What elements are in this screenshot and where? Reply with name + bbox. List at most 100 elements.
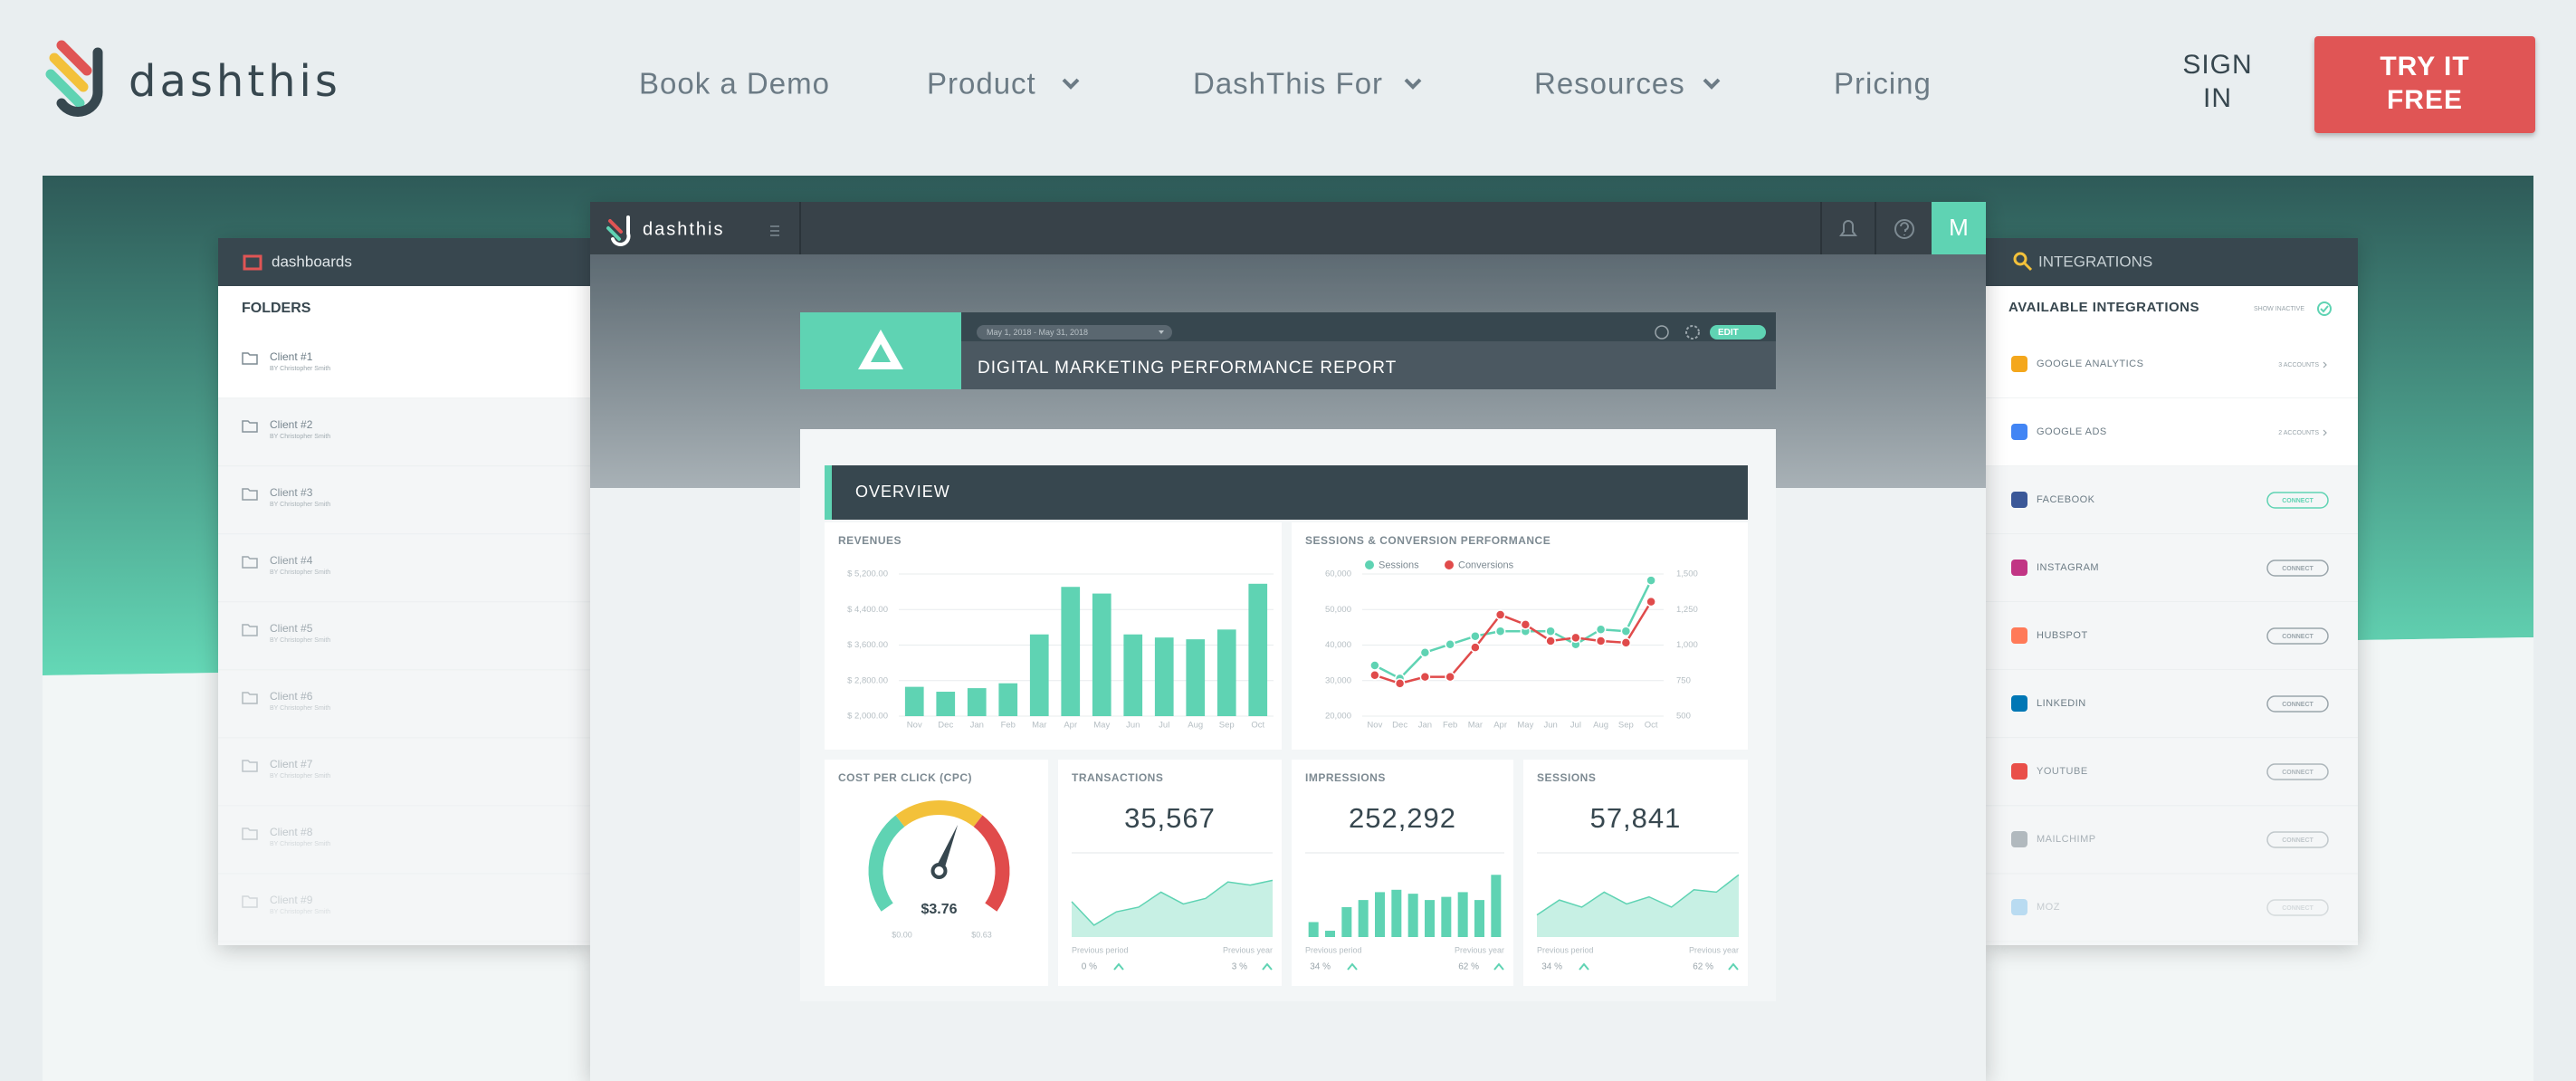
section-accent xyxy=(825,465,832,520)
connect-pill[interactable] xyxy=(2266,560,2329,577)
row-bg xyxy=(1986,670,2358,738)
report-logo-block xyxy=(800,312,961,389)
connect-pill[interactable] xyxy=(2266,831,2329,848)
x-tick-label: Feb xyxy=(1443,721,1457,731)
connect-pill[interactable] xyxy=(2266,899,2329,916)
help-icon[interactable] xyxy=(1894,219,1914,239)
point xyxy=(1394,678,1406,689)
widget-title: SESSIONS xyxy=(1537,771,1596,784)
kpi-value: 35,567 xyxy=(1124,802,1216,834)
folders-heading-row xyxy=(218,286,591,330)
widget: SESSIONS 57,841 Previous period Previous ye… xyxy=(1523,760,1748,986)
date-pill[interactable] xyxy=(977,325,1172,340)
logo-hook xyxy=(56,47,103,117)
chevron xyxy=(1062,78,1080,90)
bar xyxy=(998,683,1018,716)
avatar[interactable] xyxy=(1932,202,1986,254)
toggle-icon[interactable] xyxy=(2317,301,2332,316)
chevron xyxy=(2323,429,2327,436)
integrations-heading-row xyxy=(1986,286,2358,330)
integrations-heading: AVAILABLE INTEGRATIONS xyxy=(2008,300,2199,315)
edit-pill[interactable] xyxy=(1710,325,1766,340)
row-bg xyxy=(218,330,591,398)
show-inactive[interactable]: SHOW INACTIVE xyxy=(2254,306,2304,312)
x-tick-label: Aug xyxy=(1188,721,1203,731)
nav-link[interactable]: DashThis For xyxy=(1193,67,1383,100)
spark-line xyxy=(1071,879,1274,926)
dashboards-icon xyxy=(243,254,262,271)
logo[interactable]: dashthis xyxy=(45,40,341,117)
menu-icon[interactable] xyxy=(770,225,779,236)
connect-pill[interactable] xyxy=(2266,763,2329,780)
folder-name: Client #8 xyxy=(270,826,313,838)
footer-label: Previous period xyxy=(1072,945,1129,954)
integration-icon xyxy=(2011,356,2027,372)
folder-icon xyxy=(242,692,258,704)
y-tick-label: $ 3,600.00 xyxy=(847,640,888,650)
connect-label: CONNECT xyxy=(2282,634,2314,640)
spark-bar xyxy=(1441,896,1452,937)
section-title: OVERVIEW xyxy=(855,483,950,501)
bell-icon[interactable] xyxy=(1839,220,1857,236)
connect-pill[interactable] xyxy=(2266,492,2329,509)
share-icon[interactable] xyxy=(1655,325,1669,340)
legend-label: Sessions xyxy=(1379,560,1419,570)
widget: REVENUES $ 2,000.00 $ 2,800.00 $ 3,600.00 $ … xyxy=(825,522,1282,750)
row-bg xyxy=(1986,602,2358,670)
folder-owner: BY Christopher Smith xyxy=(270,502,330,508)
cta-box: TRY IT FREE xyxy=(2380,52,2470,115)
row-bg xyxy=(1986,738,2358,806)
widget-title: SESSIONS & CONVERSION PERFORMANCE xyxy=(1305,534,1550,547)
y-tick-label: $ 2,800.00 xyxy=(847,675,888,685)
folder-list: Client #1 BY Christopher Smith Client #2 BY… xyxy=(218,330,591,942)
folder-row: Client #3 BY Christopher Smith xyxy=(218,466,591,535)
panel-header xyxy=(1986,238,2358,286)
point xyxy=(1470,630,1481,642)
footer-label: Previous period xyxy=(1537,945,1594,954)
folder-name: Client #3 xyxy=(270,486,313,499)
connect-label: CONNECT xyxy=(2282,905,2314,912)
chevron xyxy=(1703,78,1721,90)
connect-pill[interactable] xyxy=(2266,627,2329,645)
footer-value: 62 % xyxy=(1693,962,1713,972)
legend-swatch xyxy=(1445,560,1454,569)
widget: SESSIONS & CONVERSION PERFORMANCE 20,000 3… xyxy=(1292,522,1748,750)
cta-label[interactable]: TRY IT FREE xyxy=(2380,52,2470,115)
sign-in[interactable]: SIGN IN xyxy=(2182,50,2253,113)
sign-in-box: SIGN IN xyxy=(2182,50,2253,113)
cta-bg[interactable] xyxy=(2314,36,2535,133)
bar xyxy=(1248,583,1268,716)
folder-name: Client #1 xyxy=(270,350,313,363)
settings-icon[interactable] xyxy=(1685,325,1700,340)
point xyxy=(1570,632,1581,644)
nav-link[interactable]: Resources xyxy=(1534,67,1685,100)
spark-bar xyxy=(1325,931,1335,937)
integration-row: MOZ CONNECT xyxy=(1986,874,2358,942)
cta-button[interactable]: TRY IT FREE xyxy=(2314,36,2535,133)
point xyxy=(1369,660,1380,671)
x-tick-label: Jun xyxy=(1126,721,1140,731)
folder-owner: BY Christopher Smith xyxy=(270,909,330,915)
folder-icon xyxy=(242,760,258,772)
folder-icon xyxy=(242,895,258,908)
x-tick-label: May xyxy=(1517,721,1533,731)
folder-name: Client #5 xyxy=(270,622,313,635)
nav-link[interactable]: Pricing xyxy=(1834,67,1932,100)
connect-pill[interactable] xyxy=(2266,695,2329,713)
bar xyxy=(1123,634,1143,716)
nav-link[interactable]: Book a Demo xyxy=(639,67,830,100)
nav-link[interactable]: Product xyxy=(927,67,1036,100)
spark-bar xyxy=(1391,889,1402,937)
point xyxy=(1620,637,1632,648)
footer-label: Previous year xyxy=(1223,945,1273,954)
x-tick-label: Jul xyxy=(1570,721,1581,731)
widget-title: TRANSACTIONS xyxy=(1072,771,1163,784)
trend-caret xyxy=(1493,962,1504,971)
report-title: DIGITAL MARKETING PERFORMANCE REPORT xyxy=(978,359,1397,378)
widget-title: REVENUES xyxy=(838,534,902,547)
integration-name: GOOGLE ANALYTICS xyxy=(2037,359,2143,369)
accounts-label: 2 ACCOUNTS xyxy=(2278,430,2319,436)
report-logo xyxy=(858,330,903,369)
